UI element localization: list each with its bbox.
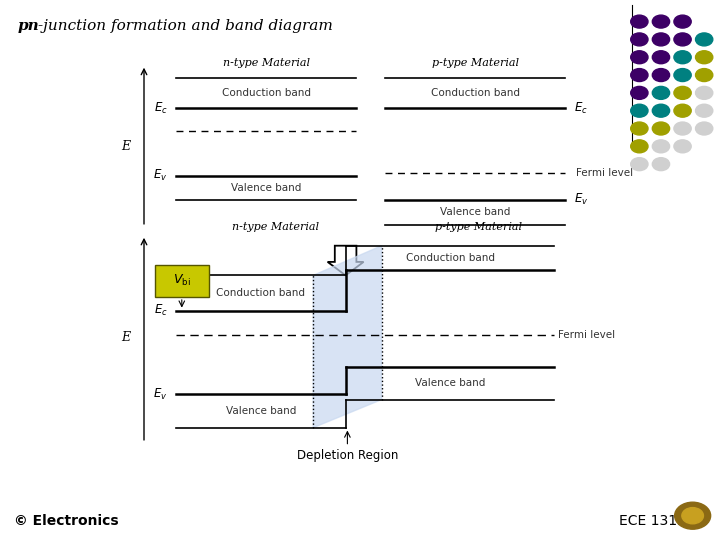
Text: Valence band: Valence band	[440, 207, 510, 218]
Circle shape	[696, 122, 713, 135]
Circle shape	[696, 33, 713, 46]
Text: $E_c$: $E_c$	[574, 100, 588, 116]
Circle shape	[652, 122, 670, 135]
Polygon shape	[313, 246, 382, 428]
Text: Fermi level: Fermi level	[576, 168, 633, 178]
Circle shape	[631, 122, 648, 135]
Circle shape	[682, 508, 703, 524]
Circle shape	[674, 15, 691, 28]
Text: $E_c$: $E_c$	[154, 100, 168, 116]
Text: pn: pn	[18, 19, 40, 33]
Text: Conduction band: Conduction band	[222, 88, 311, 98]
Circle shape	[631, 140, 648, 153]
Text: Fermi level: Fermi level	[558, 330, 615, 340]
Text: p-type Material: p-type Material	[436, 222, 522, 232]
Circle shape	[631, 69, 648, 82]
Circle shape	[631, 51, 648, 64]
Circle shape	[696, 51, 713, 64]
Circle shape	[631, 104, 648, 117]
Circle shape	[652, 86, 670, 99]
Circle shape	[652, 158, 670, 171]
Text: n-type Material: n-type Material	[223, 57, 310, 68]
Text: E: E	[122, 331, 130, 344]
Text: ECE 1312: ECE 1312	[619, 514, 686, 528]
Text: n-type Material: n-type Material	[232, 222, 319, 232]
Text: Valence band: Valence band	[226, 406, 296, 416]
Circle shape	[652, 15, 670, 28]
Circle shape	[696, 69, 713, 82]
Text: Conduction band: Conduction band	[431, 88, 520, 98]
Text: Conduction band: Conduction band	[405, 253, 495, 263]
Text: Valence band: Valence band	[231, 183, 302, 193]
Text: $E_c$: $E_c$	[154, 303, 168, 318]
Text: $E_v$: $E_v$	[574, 192, 588, 207]
Text: $E_v$: $E_v$	[153, 168, 168, 183]
Text: $E_v$: $E_v$	[153, 387, 168, 402]
Circle shape	[674, 104, 691, 117]
Text: Depletion Region: Depletion Region	[297, 449, 398, 462]
Circle shape	[674, 140, 691, 153]
Circle shape	[674, 86, 691, 99]
Circle shape	[674, 33, 691, 46]
Circle shape	[674, 69, 691, 82]
Circle shape	[652, 69, 670, 82]
Text: -junction formation and band diagram: -junction formation and band diagram	[38, 19, 333, 33]
Circle shape	[631, 15, 648, 28]
Bar	[155, 265, 209, 297]
Text: Conduction band: Conduction band	[217, 288, 305, 298]
Text: p-type Material: p-type Material	[432, 57, 518, 68]
Text: Valence band: Valence band	[415, 379, 485, 388]
Circle shape	[696, 104, 713, 117]
Circle shape	[696, 86, 713, 99]
Circle shape	[675, 502, 711, 529]
Text: $V_{\rm bi}$: $V_{\rm bi}$	[173, 273, 191, 288]
Circle shape	[631, 33, 648, 46]
Circle shape	[631, 158, 648, 171]
Circle shape	[631, 86, 648, 99]
Circle shape	[674, 122, 691, 135]
Text: E: E	[122, 140, 130, 153]
Circle shape	[652, 33, 670, 46]
Circle shape	[652, 140, 670, 153]
Circle shape	[674, 51, 691, 64]
Text: pn-junction formation and band diagram: pn-junction formation and band diagram	[18, 19, 333, 33]
FancyArrow shape	[328, 246, 364, 275]
Text: © Electronics: © Electronics	[14, 514, 119, 528]
Circle shape	[652, 51, 670, 64]
Circle shape	[652, 104, 670, 117]
